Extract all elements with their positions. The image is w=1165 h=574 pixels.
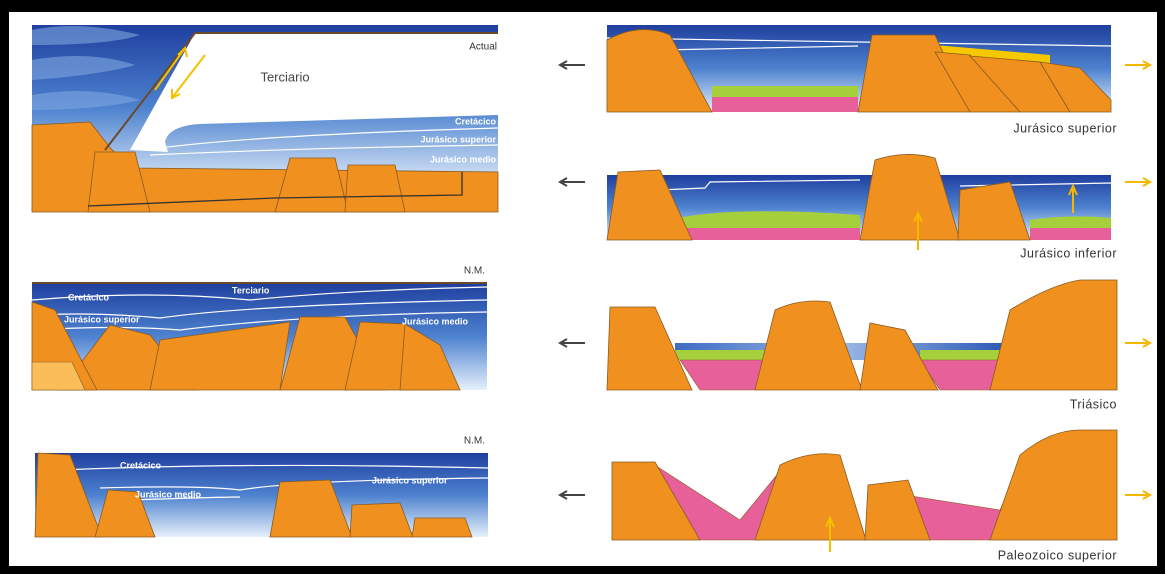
label: Cretácico — [455, 116, 497, 126]
label: Actual — [469, 42, 497, 53]
label: N.M. — [464, 436, 485, 447]
label: Jurásico superior — [64, 314, 140, 324]
caption: Triásico — [1070, 397, 1117, 411]
label: Cretácico — [68, 292, 110, 302]
right-panel-2: Jurásico inferior — [606, 154, 1117, 260]
caption: Paleozoico superior — [998, 548, 1117, 562]
left-panel-2: N.M. Cretácico Terciario Jurásico superi… — [31, 266, 488, 391]
right-panel-1: Jurásico superior — [606, 25, 1117, 135]
label: Jurásico superior — [420, 134, 496, 144]
right-panel-4: Paleozoico superior — [611, 429, 1118, 562]
label: Cretácico — [120, 460, 162, 470]
caption: Jurásico superior — [1013, 121, 1117, 135]
arrows — [557, 60, 1153, 500]
label: Terciario — [232, 285, 270, 295]
left-panel-1: Actual Terciario Cretácico Jurásico supe… — [31, 25, 499, 213]
label: Jurásico medio — [430, 154, 497, 164]
label: Jurásico superior — [372, 475, 448, 485]
left-panel-3: N.M. Cretácico Jurásico medio Jurásico s… — [34, 436, 489, 538]
label: Jurásico medio — [135, 489, 202, 499]
label: Jurásico medio — [402, 316, 469, 326]
label: N.M. — [464, 266, 485, 277]
label: Terciario — [260, 69, 309, 84]
right-panel-3: Triásico — [606, 279, 1118, 411]
caption: Jurásico inferior — [1020, 246, 1117, 260]
